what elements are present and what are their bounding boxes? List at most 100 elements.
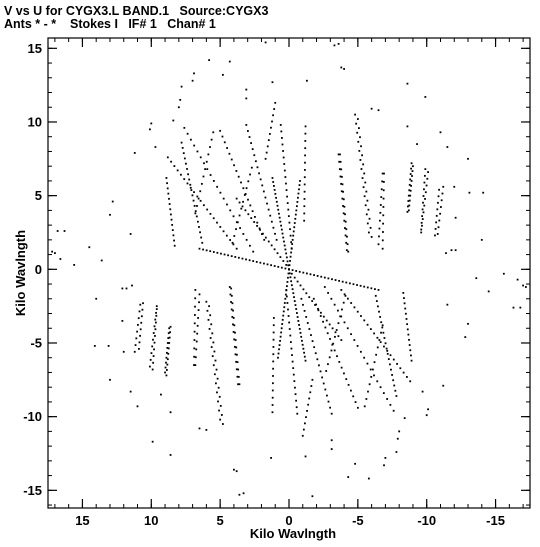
data-point xyxy=(284,293,287,296)
data-point xyxy=(411,175,413,177)
data-point xyxy=(279,220,282,223)
data-point xyxy=(359,136,361,139)
data-point xyxy=(290,272,293,275)
data-point xyxy=(286,285,288,288)
data-point xyxy=(251,210,254,213)
data-point xyxy=(193,347,196,350)
data-point xyxy=(475,277,478,280)
data-point xyxy=(316,358,319,361)
data-point xyxy=(386,398,389,400)
data-point xyxy=(284,297,287,300)
data-point xyxy=(334,331,337,334)
data-point xyxy=(343,219,346,222)
data-point xyxy=(133,152,136,154)
data-point xyxy=(364,181,367,184)
data-point xyxy=(219,404,222,407)
data-point xyxy=(318,364,320,367)
data-point xyxy=(272,114,274,117)
data-point xyxy=(282,156,285,159)
data-point xyxy=(337,153,340,156)
data-point xyxy=(135,337,138,340)
data-point xyxy=(424,198,426,200)
data-point xyxy=(271,411,274,414)
data-point xyxy=(166,347,169,349)
data-point xyxy=(198,427,201,430)
data-point xyxy=(238,214,241,217)
data-point xyxy=(236,375,239,378)
data-point xyxy=(340,190,343,193)
data-point xyxy=(366,199,369,202)
data-point xyxy=(383,464,385,467)
data-point xyxy=(354,113,356,116)
data-point xyxy=(272,338,275,341)
data-point xyxy=(362,186,365,189)
data-point xyxy=(381,326,384,329)
data-point xyxy=(269,214,272,217)
data-point xyxy=(273,248,276,251)
data-point xyxy=(309,273,312,276)
data-point xyxy=(298,324,300,326)
data-point xyxy=(435,221,438,224)
data-point xyxy=(487,290,490,293)
data-point xyxy=(436,233,439,235)
data-point xyxy=(423,181,426,184)
data-point xyxy=(344,234,347,237)
data-point xyxy=(235,368,238,371)
data-point xyxy=(166,156,169,159)
data-point xyxy=(426,177,429,180)
data-point xyxy=(282,236,285,239)
data-point xyxy=(229,209,232,212)
data-point xyxy=(373,374,375,377)
data-point xyxy=(195,215,198,218)
data-point xyxy=(280,331,283,334)
data-point xyxy=(212,364,215,367)
data-point xyxy=(137,317,140,320)
data-point xyxy=(340,339,343,341)
data-point xyxy=(344,294,347,297)
data-point xyxy=(212,131,215,134)
data-point xyxy=(182,152,185,155)
data-point xyxy=(270,220,273,223)
data-point xyxy=(152,338,154,341)
data-point xyxy=(232,317,235,319)
data-point xyxy=(221,135,224,138)
data-point xyxy=(194,297,197,300)
y-axis-label: Kilo Wavlngth xyxy=(13,230,28,316)
data-point xyxy=(396,437,399,440)
data-point xyxy=(276,252,279,255)
data-point xyxy=(229,293,232,296)
data-point xyxy=(289,255,292,258)
data-point xyxy=(368,383,371,386)
data-point xyxy=(272,324,275,327)
data-point xyxy=(395,395,398,397)
data-point xyxy=(231,316,234,318)
x-tick-label: 5 xyxy=(217,513,224,528)
data-point xyxy=(216,377,219,380)
data-point xyxy=(183,178,186,180)
data-point xyxy=(203,162,205,165)
data-point xyxy=(296,312,298,314)
data-point xyxy=(380,331,382,334)
data-point xyxy=(209,337,212,339)
data-point xyxy=(370,375,373,378)
data-point xyxy=(409,189,412,192)
chart-title-line-2: Ants * - * Stokes I IF# 1 Chan# 1 xyxy=(4,17,216,31)
data-point xyxy=(327,400,330,403)
data-point xyxy=(154,321,157,324)
data-point xyxy=(198,293,201,296)
data-point xyxy=(237,383,239,386)
data-point xyxy=(129,233,132,235)
data-point xyxy=(356,131,359,134)
data-point xyxy=(165,351,168,354)
data-point xyxy=(356,345,359,347)
data-point xyxy=(202,175,205,178)
data-point xyxy=(356,118,359,120)
data-point xyxy=(333,349,336,352)
data-point xyxy=(271,81,274,84)
data-point xyxy=(439,131,442,134)
data-point xyxy=(228,60,231,63)
data-point xyxy=(189,186,192,189)
data-point xyxy=(328,356,331,359)
data-point xyxy=(122,350,125,353)
data-point xyxy=(196,195,199,198)
